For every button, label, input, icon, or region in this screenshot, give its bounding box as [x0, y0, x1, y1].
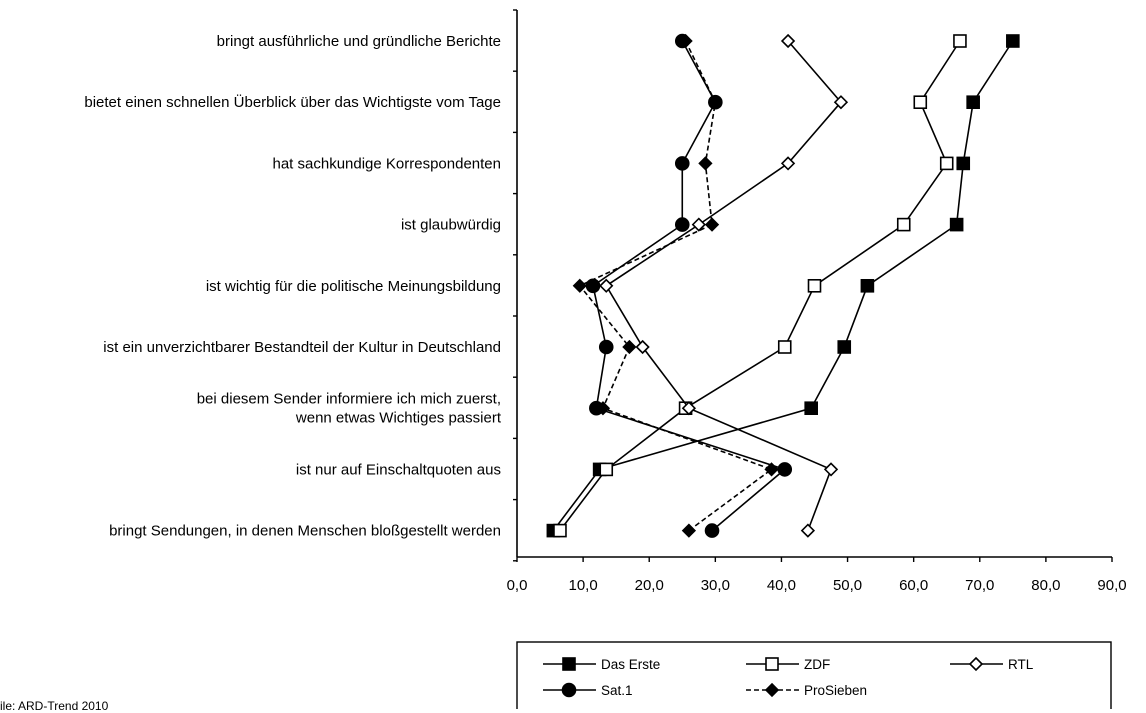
data-point-prosieben [595, 401, 611, 416]
legend-marker [764, 682, 780, 698]
category-label: ist glaubwürdig [401, 217, 501, 234]
data-point-rtl [800, 523, 816, 538]
series-prosieben [572, 33, 779, 538]
legend-box [516, 641, 1112, 709]
data-point-rtl [833, 95, 849, 110]
data-point-zdf [807, 278, 822, 293]
data-point-zdf [777, 340, 792, 354]
legend: Das Erste ZDF RTL Sat.1 ProSieben [516, 641, 1112, 709]
data-point-zdf [939, 156, 954, 171]
category-label: bei diesem Sender informiere ich mich zu… [197, 391, 502, 427]
x-tick-label: 50,0 [833, 577, 862, 594]
x-tick-label: 20,0 [635, 577, 664, 594]
data-point-das-erste [949, 217, 964, 232]
axes: 0,0 10,0 20,0 30,0 40,0 50,0 60,0 70,0 80,0 90,0 [507, 9, 1127, 594]
data-point-das-erste [860, 278, 875, 293]
data-point-das-erste [956, 156, 971, 171]
legend-item-prosieben: ProSieben [746, 682, 867, 698]
data-point-zdf [553, 523, 567, 538]
category-label: ist wichtig für die politische Meinungsb… [206, 278, 501, 295]
data-point-sat-1 [674, 156, 690, 171]
data-point-rtl [823, 462, 839, 477]
category-label: bringt Sendungen, in denen Menschen bloß… [109, 523, 501, 540]
legend-label: Das Erste [601, 657, 660, 672]
data-point-prosieben [708, 95, 723, 110]
data-point-das-erste [837, 340, 852, 354]
legend-marker [968, 656, 984, 672]
data-point-prosieben [764, 462, 779, 477]
category-label: ist nur auf Einschaltquoten aus [296, 461, 501, 478]
data-point-sat-1 [777, 462, 793, 477]
data-point-das-erste [804, 401, 818, 416]
legend-item-sat-1: Sat.1 [543, 682, 633, 698]
source-note: ile: ARD-Trend 2010 [0, 699, 109, 713]
x-tick-label: 10,0 [569, 577, 598, 594]
legend-item-rtl: RTL [950, 656, 1034, 672]
category-label: bringt ausführliche und gründliche Beric… [217, 33, 501, 50]
x-tick-label: 30,0 [701, 577, 730, 594]
category-label: bietet einen schnellen Überblick über da… [84, 93, 501, 111]
legend-label: RTL [1008, 657, 1034, 672]
series-line-zdf [559, 40, 961, 532]
data-point-das-erste [966, 95, 980, 109]
series-zdf [553, 34, 967, 538]
legend-marker [561, 682, 577, 698]
x-tick-label: 0,0 [507, 577, 528, 594]
legend-item-das-erste: Das Erste [543, 657, 660, 672]
data-point-zdf [953, 34, 967, 48]
data-point-prosieben [622, 339, 637, 355]
data-point-das-erste [1006, 34, 1020, 48]
data-point-zdf [913, 95, 928, 109]
category-labels: bringt ausführliche und gründliche Beric… [84, 33, 501, 540]
series-lines [546, 33, 1020, 538]
legend-marker [562, 657, 576, 671]
data-point-prosieben [678, 33, 693, 49]
x-tick-label: 80,0 [1031, 577, 1060, 594]
data-point-sat-1 [674, 217, 690, 232]
x-tick-label: 70,0 [965, 577, 994, 594]
data-point-rtl [681, 401, 697, 416]
data-point-rtl [780, 156, 796, 171]
data-point-sat-1 [598, 339, 614, 355]
category-label: ist ein unverzichtbarer Bestandteil der … [103, 339, 501, 356]
category-label: hat sachkundige Korrespondenten [272, 155, 501, 172]
data-point-zdf [896, 217, 911, 232]
data-point-rtl [780, 33, 796, 49]
data-point-prosieben [572, 278, 587, 293]
legend-label: Sat.1 [601, 683, 633, 698]
legend-label: ZDF [804, 657, 830, 672]
legend-marker [765, 657, 779, 671]
data-point-zdf [599, 462, 614, 477]
series-rtl [599, 33, 849, 538]
data-point-prosieben [698, 156, 713, 171]
series-das-erste [546, 34, 1020, 538]
data-point-rtl [635, 339, 650, 355]
data-point-rtl [599, 278, 614, 293]
data-point-sat-1 [585, 278, 601, 294]
legend-label: ProSieben [804, 683, 867, 698]
x-tick-label: 90,0 [1097, 577, 1126, 594]
x-tick-label: 40,0 [767, 577, 796, 594]
data-point-prosieben [681, 523, 697, 538]
x-tick-label: 60,0 [899, 577, 928, 594]
data-point-sat-1 [704, 523, 720, 538]
legend-item-zdf: ZDF [746, 657, 830, 672]
data-point-rtl [691, 217, 706, 232]
data-point-prosieben [704, 217, 720, 232]
